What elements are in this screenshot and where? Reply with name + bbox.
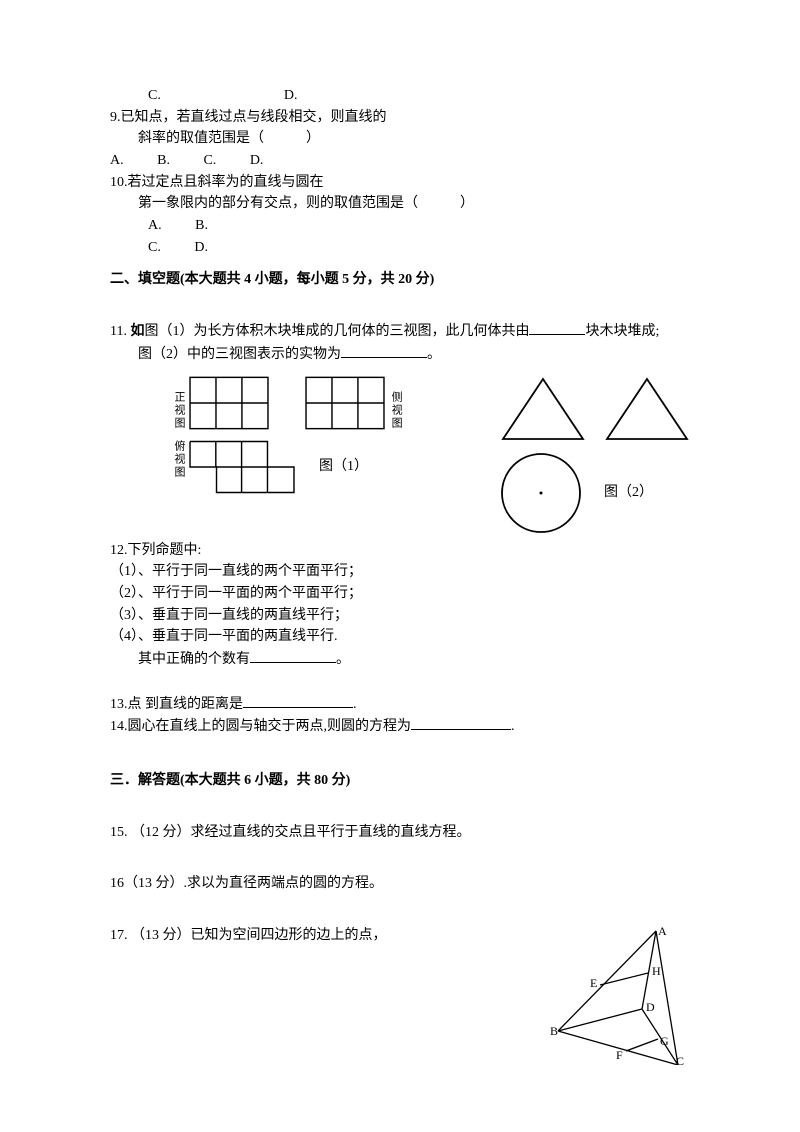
side-view-label: 侧视图 [387, 391, 404, 430]
q16: 16（13 分）.求以为直径两端点的圆的方程。 [110, 873, 690, 895]
q11-figures: 正视图 [110, 376, 690, 534]
svg-text:B: B [550, 1024, 558, 1038]
svg-text:G: G [660, 1034, 669, 1048]
svg-text:F: F [616, 1048, 623, 1062]
opt-d: D. [284, 88, 298, 103]
circle-svg [500, 452, 582, 534]
opt-c: C. [203, 153, 216, 168]
q11-line1: 11. 如图（1）为长方体积木块堆成的几何体的三视图，此几何体共由 块木块堆成; [110, 320, 690, 343]
q10-options-2: C. D. [110, 237, 690, 259]
side-view-svg [305, 376, 385, 430]
blank [243, 693, 353, 708]
q14-end: . [511, 719, 515, 734]
q17-text: 17. （13 分）已知为空间四边形的边上的点， [110, 925, 387, 947]
blank [411, 715, 511, 730]
q11-line2b: 。 [427, 347, 441, 362]
q11-bold: 如 [130, 324, 144, 339]
svg-text:H: H [652, 964, 661, 978]
opt-a: A. [110, 153, 124, 168]
q13-text: 13.点 到直线的距离是 [110, 697, 243, 712]
q12-tail: 其中正确的个数有 。 [110, 648, 690, 671]
q12-tail-a: 其中正确的个数有 [138, 652, 250, 667]
q9-line2: 斜率的取值范围是（ ） [110, 128, 690, 150]
q15: 15. （12 分）求经过直线的交点且平行于直线的直线方程。 [110, 822, 690, 844]
q17-svg: A B C D E F G H [550, 925, 690, 1065]
svg-text:D: D [646, 1000, 655, 1014]
q13-end: . [353, 697, 357, 712]
opt-b: B. [195, 218, 208, 233]
q12-p3: （3）、垂直于同一直线的两直线平行； [110, 605, 690, 627]
figure1-caption: 图（1） [319, 456, 368, 478]
opt-c: C. [148, 240, 161, 255]
opt-d: D. [194, 240, 208, 255]
blank [529, 320, 585, 335]
q9-options: A. B. C. D. [110, 150, 690, 172]
blank [250, 648, 336, 663]
q11-part1: 图（1）为长方体积木块堆成的几何体的三视图，此几何体共由 [144, 324, 529, 339]
q14: 14.圆心在直线上的圆与轴交于两点,则圆的方程为. [110, 715, 690, 738]
svg-text:C: C [676, 1054, 684, 1065]
q8-options: C. D. [110, 85, 690, 107]
q14-text: 14.圆心在直线上的圆与轴交于两点,则圆的方程为 [110, 719, 411, 734]
opt-b: B. [157, 153, 170, 168]
front-view-label: 正视图 [170, 391, 187, 430]
q13: 13.点 到直线的距离是. [110, 693, 690, 716]
q12-p1: （1）、平行于同一直线的两个平面平行； [110, 561, 690, 583]
q12-p2: （2）、平行于同一平面的两个平面平行； [110, 583, 690, 605]
q11-line2a: 图（2）中的三视图表示的实物为 [138, 347, 341, 362]
q10-line2: 第一象限内的部分有交点，则的取值范围是（ ） [110, 193, 690, 215]
opt-a: A. [148, 218, 162, 233]
front-view-svg [189, 376, 269, 430]
q11-part2: 块木块堆成; [585, 324, 659, 339]
q12-head: 12.下列命题中: [110, 540, 690, 562]
figure2-block: 图（2） [500, 376, 690, 534]
q12-tail-b: 。 [336, 652, 350, 667]
top-view-label: 俯视图 [170, 440, 187, 479]
section2-heading: 二、填空题(本大题共 4 小题，每小题 5 分，共 20 分) [110, 269, 690, 291]
triangle-2-svg [604, 376, 690, 442]
q11-num: 11. [110, 324, 130, 339]
svg-text:E: E [590, 976, 597, 990]
opt-c: C. [148, 88, 161, 103]
figure2-caption: 图（2） [604, 482, 653, 504]
top-view-svg [189, 440, 295, 494]
q11-line2: 图（2）中的三视图表示的实物为 。 [110, 343, 690, 366]
q9-line1: 9.已知点，若直线过点与线段相交，则直线的 [110, 107, 690, 129]
q17-figure: A B C D E F G H [550, 925, 690, 1073]
q10-options-1: A. B. [110, 215, 690, 237]
blank [341, 343, 427, 358]
opt-d: D. [250, 153, 264, 168]
figure1-block: 正视图 [170, 376, 488, 494]
svg-text:A: A [658, 925, 667, 938]
section3-heading: 三．解答题(本大题共 6 小题，共 80 分) [110, 770, 690, 792]
q17-row: 17. （13 分）已知为空间四边形的边上的点， A [110, 925, 690, 1073]
q10-line1: 10.若过定点且斜率为的直线与圆在 [110, 172, 690, 194]
q12-p4: （4）、垂直于同一平面的两直线平行. [110, 626, 690, 648]
triangle-1-svg [500, 376, 586, 442]
